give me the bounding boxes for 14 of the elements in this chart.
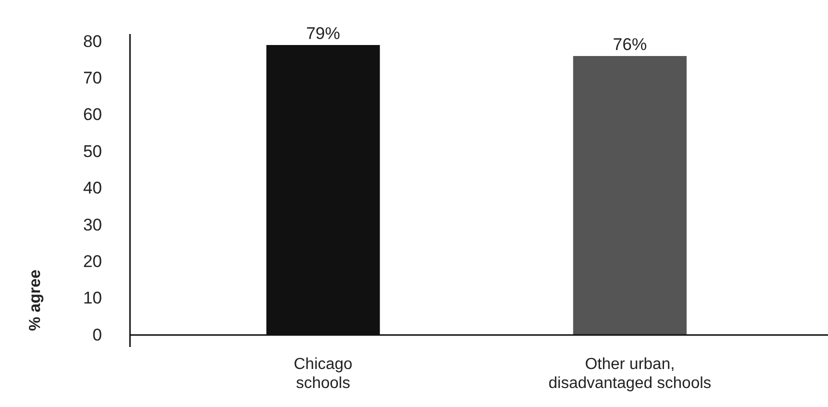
y-tick-label: 60 — [83, 105, 102, 124]
y-tick-label: 30 — [83, 215, 102, 234]
x-tick-label: Other urban, disadvantaged schools — [548, 356, 712, 392]
y-tick-label: 10 — [83, 288, 102, 308]
y-tick-label: 70 — [83, 68, 102, 88]
y-tick-label: 0 — [92, 325, 102, 344]
y-tick-label: 40 — [83, 178, 102, 198]
y-tick-label: 80 — [83, 32, 102, 51]
y-axis-title: % agree — [27, 270, 44, 331]
y-tick-label: 20 — [83, 252, 102, 272]
y-tick-label: 50 — [83, 142, 102, 161]
data-label: 76% — [612, 35, 647, 54]
x-tick-label: Chicago schools — [294, 356, 353, 392]
data-label: 79% — [306, 24, 340, 44]
